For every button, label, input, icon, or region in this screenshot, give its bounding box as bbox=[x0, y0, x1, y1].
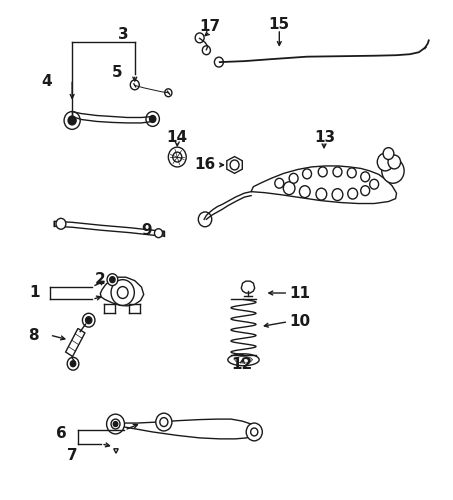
Circle shape bbox=[113, 422, 118, 426]
Circle shape bbox=[275, 178, 284, 188]
Circle shape bbox=[382, 158, 404, 183]
Circle shape bbox=[154, 228, 163, 237]
Circle shape bbox=[67, 358, 79, 370]
Circle shape bbox=[202, 46, 210, 54]
Circle shape bbox=[107, 274, 118, 285]
Text: 16: 16 bbox=[194, 158, 215, 172]
Circle shape bbox=[68, 116, 76, 125]
Text: 6: 6 bbox=[56, 426, 66, 442]
Polygon shape bbox=[114, 449, 118, 453]
Circle shape bbox=[160, 418, 168, 426]
Text: 8: 8 bbox=[28, 328, 39, 342]
Circle shape bbox=[388, 155, 400, 169]
Text: 7: 7 bbox=[67, 448, 77, 462]
Circle shape bbox=[377, 153, 393, 171]
Circle shape bbox=[111, 419, 120, 429]
Circle shape bbox=[299, 186, 310, 198]
Text: 12: 12 bbox=[231, 357, 253, 372]
Polygon shape bbox=[66, 328, 85, 356]
Text: 4: 4 bbox=[41, 74, 52, 90]
Text: 15: 15 bbox=[269, 17, 290, 32]
Circle shape bbox=[130, 80, 139, 90]
Circle shape bbox=[348, 188, 357, 199]
Circle shape bbox=[195, 33, 204, 43]
Polygon shape bbox=[241, 281, 255, 293]
Text: 14: 14 bbox=[167, 130, 188, 145]
Circle shape bbox=[333, 167, 342, 177]
Text: 17: 17 bbox=[199, 19, 221, 34]
Circle shape bbox=[383, 148, 394, 160]
Text: 10: 10 bbox=[289, 314, 310, 329]
Circle shape bbox=[56, 218, 66, 229]
Circle shape bbox=[173, 152, 182, 162]
Circle shape bbox=[251, 428, 258, 436]
Text: 5: 5 bbox=[111, 66, 122, 80]
Circle shape bbox=[316, 188, 327, 200]
Text: 2: 2 bbox=[95, 272, 106, 287]
Circle shape bbox=[318, 167, 327, 177]
Circle shape bbox=[370, 180, 379, 189]
Circle shape bbox=[156, 413, 172, 431]
Circle shape bbox=[149, 116, 156, 122]
Text: 9: 9 bbox=[141, 222, 152, 238]
Circle shape bbox=[214, 57, 223, 67]
Polygon shape bbox=[100, 277, 144, 306]
Polygon shape bbox=[116, 419, 258, 439]
Circle shape bbox=[361, 186, 370, 196]
Circle shape bbox=[117, 286, 128, 298]
Circle shape bbox=[111, 280, 135, 305]
Polygon shape bbox=[227, 156, 242, 174]
Circle shape bbox=[165, 89, 172, 96]
Circle shape bbox=[110, 276, 115, 282]
Polygon shape bbox=[251, 166, 396, 203]
Text: 11: 11 bbox=[289, 286, 310, 300]
Text: 1: 1 bbox=[29, 284, 39, 300]
Circle shape bbox=[70, 361, 76, 366]
Circle shape bbox=[169, 147, 186, 167]
Circle shape bbox=[198, 212, 212, 227]
Text: 13: 13 bbox=[314, 130, 336, 145]
Circle shape bbox=[347, 168, 356, 178]
Circle shape bbox=[283, 182, 295, 194]
Polygon shape bbox=[54, 222, 164, 236]
Circle shape bbox=[332, 188, 343, 200]
Circle shape bbox=[82, 314, 95, 327]
Polygon shape bbox=[228, 354, 259, 366]
Text: 3: 3 bbox=[118, 28, 129, 42]
Circle shape bbox=[246, 423, 262, 441]
Circle shape bbox=[289, 174, 298, 183]
Circle shape bbox=[361, 172, 370, 182]
Circle shape bbox=[303, 169, 312, 179]
Circle shape bbox=[106, 414, 125, 434]
Circle shape bbox=[86, 317, 92, 324]
Circle shape bbox=[146, 112, 159, 126]
Circle shape bbox=[64, 112, 80, 130]
